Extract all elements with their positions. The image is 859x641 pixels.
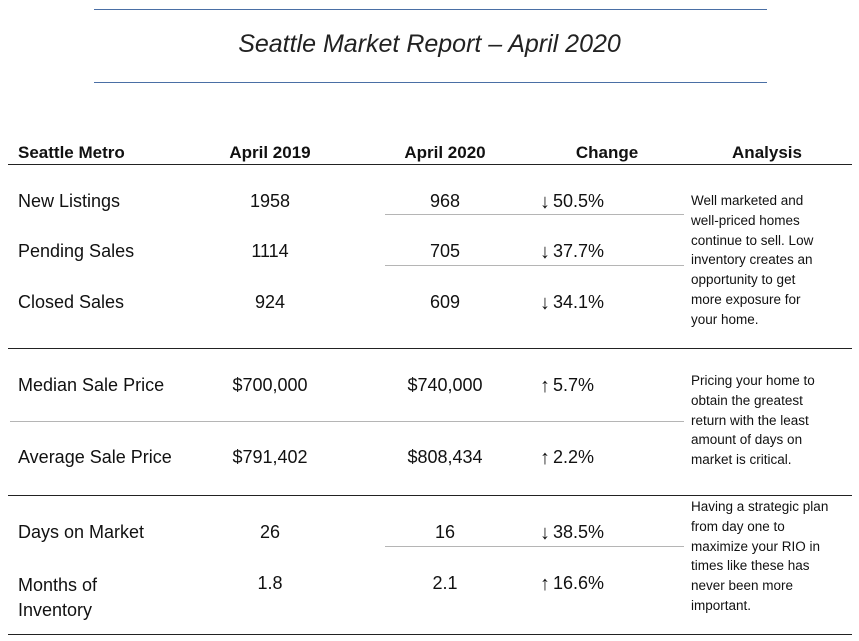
analysis-line: well-priced homes (691, 212, 800, 228)
value-2019: 924 (254, 292, 286, 312)
analysis-line: your home. (691, 311, 759, 327)
value-2020: 968 (429, 191, 461, 211)
page-title: Seattle Market Report – April 2020 (238, 30, 621, 58)
change-value: 38.5% (553, 522, 605, 542)
analysis-line: amount of days on (691, 432, 803, 448)
change-cell: ↓ 34.1% (540, 292, 604, 313)
analysis-line: Having a strategic plan (691, 499, 829, 514)
metric-label: Closed Sales (18, 292, 125, 312)
value-2019: $700,000 (232, 375, 308, 395)
header-metro: Seattle Metro (18, 143, 125, 162)
header-change: Change (575, 143, 639, 162)
down-arrow-icon: ↓ (540, 240, 550, 263)
up-arrow-icon: ↑ (540, 374, 550, 397)
metric-label: Median Sale Price (18, 375, 165, 395)
change-value: 34.1% (553, 292, 605, 312)
change-value: 50.5% (553, 191, 605, 211)
analysis-line: maximize your RIO in (691, 538, 821, 554)
metric-label-line: Inventory (18, 600, 93, 620)
bottom-rule (8, 634, 852, 635)
header-rule (8, 164, 852, 165)
up-arrow-icon: ↑ (540, 572, 550, 595)
title-top-rule (94, 9, 767, 10)
analysis-line: never been more (691, 578, 794, 594)
value-2020: 2.1 (432, 573, 458, 593)
analysis-line: continue to sell. Low (691, 232, 814, 248)
analysis-text: Having a strategic plan from day one to … (691, 497, 851, 616)
value-2019: 26 (259, 522, 281, 542)
row-divider (385, 214, 684, 215)
value-2020: $740,000 (407, 375, 483, 395)
change-value: 2.2% (553, 447, 595, 467)
analysis-line: from day one to (691, 518, 785, 534)
analysis-line: inventory creates an (691, 252, 813, 268)
down-arrow-icon: ↓ (540, 521, 550, 544)
value-2019: 1958 (249, 191, 291, 211)
analysis-line: Well marketed and (691, 193, 804, 208)
header-april-2019: April 2019 (229, 143, 311, 162)
change-cell: ↓ 50.5% (540, 191, 604, 212)
value-2019: 1114 (251, 241, 289, 261)
up-arrow-icon: ↑ (540, 446, 550, 469)
analysis-line: return with the least (691, 412, 809, 428)
metric-label: Months of Inventory (18, 573, 97, 623)
value-2020: 705 (429, 241, 461, 261)
metric-label: Days on Market (18, 522, 145, 542)
change-cell: ↑ 5.7% (540, 375, 594, 396)
down-arrow-icon: ↓ (540, 190, 550, 213)
section-rule (8, 495, 852, 496)
metric-label-line: Months of (18, 575, 98, 595)
analysis-line: obtain the greatest (691, 392, 803, 408)
analysis-line: important. (691, 597, 752, 613)
analysis-line: opportunity to get (691, 272, 796, 288)
change-cell: ↑ 2.2% (540, 447, 594, 468)
row-divider (385, 265, 684, 266)
title-bottom-rule (94, 82, 767, 83)
analysis-text: Well marketed and well-priced homes cont… (691, 191, 851, 330)
value-2020: 16 (434, 522, 456, 542)
metric-label: New Listings (18, 191, 121, 211)
change-cell: ↓ 38.5% (540, 522, 604, 543)
change-value: 16.6% (553, 573, 605, 593)
analysis-line: times like these has (691, 558, 810, 574)
analysis-line: market is critical. (691, 452, 792, 468)
row-divider (385, 546, 684, 547)
value-2019: $791,402 (232, 447, 308, 467)
change-cell: ↓ 37.7% (540, 241, 604, 262)
down-arrow-icon: ↓ (540, 291, 550, 314)
analysis-text: Pricing your home to obtain the greatest… (691, 371, 851, 470)
change-cell: ↑ 16.6% (540, 573, 604, 594)
value-2020: 609 (429, 292, 461, 312)
header-april-2020: April 2020 (404, 143, 486, 162)
value-2020: $808,434 (407, 447, 483, 467)
change-value: 37.7% (553, 241, 605, 261)
section-rule (8, 348, 852, 349)
value-2019: 1.8 (257, 573, 283, 593)
analysis-line: Pricing your home to (691, 373, 815, 388)
metric-label: Pending Sales (18, 241, 135, 261)
row-divider (10, 421, 684, 422)
header-analysis: Analysis (732, 143, 802, 162)
metric-label: Average Sale Price (18, 447, 172, 467)
analysis-line: more exposure for (691, 291, 801, 307)
change-value: 5.7% (553, 375, 595, 395)
